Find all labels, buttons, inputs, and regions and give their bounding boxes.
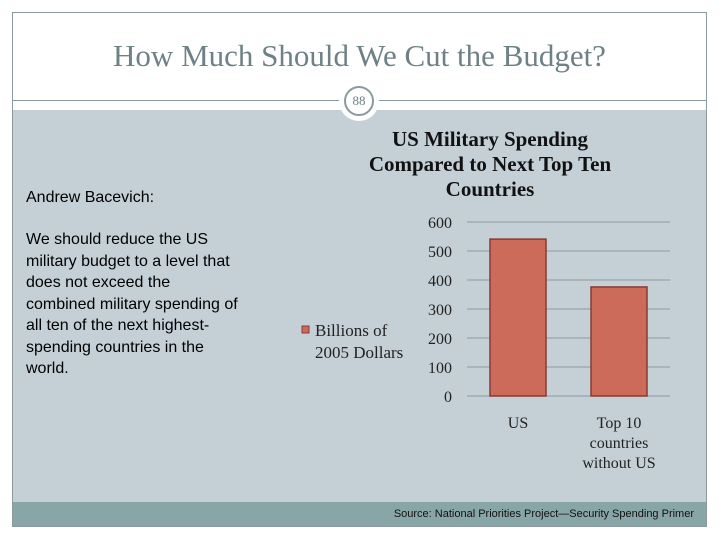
y-tick-label: 300	[428, 302, 452, 319]
x-tick-label: without US	[582, 455, 655, 472]
x-tick-label: US	[508, 415, 528, 432]
x-tick-label: countries	[590, 435, 649, 452]
chart-title-line: Compared to Next Top Ten	[369, 152, 612, 176]
page-number-badge: 88	[339, 81, 379, 121]
source-text: Source: National Priorities Project—Secu…	[393, 508, 694, 520]
slide-frame	[12, 12, 707, 527]
quote-text: We should reduce the US military budget …	[26, 231, 238, 377]
y-tick-label: 400	[428, 273, 452, 290]
chart-title-line: Countries	[446, 177, 535, 201]
y-tick-label: 500	[428, 244, 452, 261]
chart-title-line: US Military Spending	[392, 127, 589, 151]
page-number: 88	[344, 86, 374, 116]
y-tick-label: 200	[428, 331, 452, 348]
slide-title: How Much Should We Cut the Budget?	[113, 38, 606, 73]
speaker-name: Andrew Bacevich:	[26, 189, 155, 206]
legend-label: Billions of	[315, 321, 388, 340]
bar-0	[489, 238, 547, 397]
legend-swatch	[301, 325, 310, 334]
footer-bar	[13, 502, 706, 526]
y-tick-label: 0	[444, 389, 452, 406]
y-tick-label: 100	[428, 360, 452, 377]
bar-1	[590, 286, 648, 397]
x-tick-label: Top 10	[597, 415, 642, 432]
legend-label: 2005 Dollars	[315, 343, 403, 362]
y-tick-label: 600	[428, 215, 452, 232]
